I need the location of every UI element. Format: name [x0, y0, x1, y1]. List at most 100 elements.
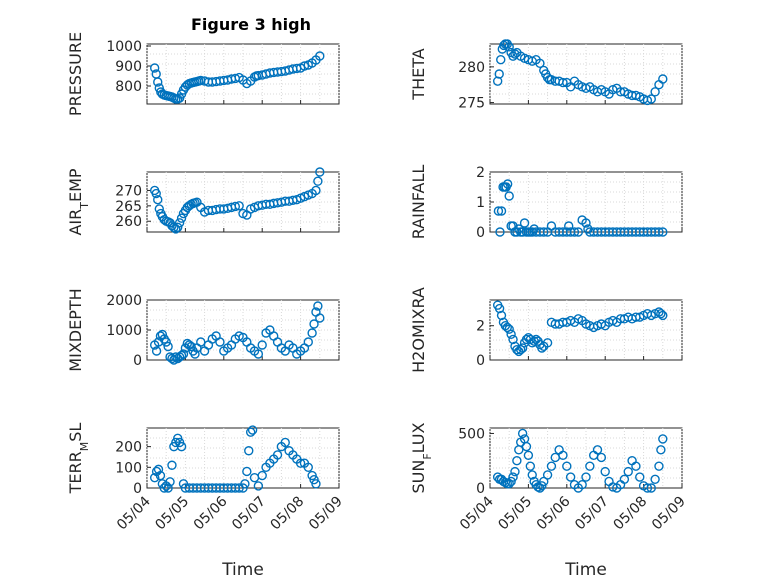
- data-point: [240, 479, 250, 489]
- data-point: [311, 185, 321, 196]
- data-point: [646, 483, 656, 493]
- x-tick-label: 05/05: [495, 494, 535, 534]
- data-point: [581, 472, 591, 482]
- y-tick-label: 0: [476, 353, 485, 369]
- data-point: [558, 77, 568, 88]
- y-axis-label: SUNFLUX: [409, 422, 434, 493]
- series-markers: [149, 167, 325, 234]
- data-point: [619, 474, 630, 484]
- y-axis-label: RAINFALL: [409, 165, 428, 240]
- data-point: [153, 194, 163, 205]
- data-point: [247, 425, 258, 435]
- data-point: [153, 464, 164, 475]
- data-point: [496, 206, 507, 216]
- y-tick-label: 2000: [106, 293, 142, 309]
- data-point: [494, 69, 504, 79]
- data-point: [245, 427, 256, 437]
- data-point: [646, 94, 656, 104]
- y-tick-label: 1000: [106, 323, 142, 339]
- data-point: [539, 227, 549, 237]
- data-point: [313, 301, 323, 311]
- data-point: [569, 227, 580, 237]
- data-point: [508, 334, 518, 345]
- data-point: [542, 338, 553, 348]
- data-point: [600, 466, 610, 477]
- panel-mixdepth: 0 1000 2000 MIXDEPTH: [66, 288, 340, 372]
- data-point: [303, 462, 313, 473]
- x-tick-label: 05/09: [649, 494, 689, 534]
- data-point: [176, 213, 187, 223]
- y-tick-label: 800: [115, 79, 142, 95]
- grid-lines: [146, 172, 340, 232]
- data-point: [502, 179, 513, 189]
- data-point: [186, 341, 196, 352]
- data-point: [508, 472, 518, 482]
- x-tick-label: 05/04: [114, 493, 154, 533]
- data-point: [257, 470, 267, 481]
- data-point: [315, 167, 325, 177]
- y-axis-label: MIXDEPTH: [66, 288, 85, 371]
- y-axis-label: AIRTEMP: [66, 168, 91, 235]
- data-point: [542, 470, 553, 480]
- data-point: [502, 322, 512, 333]
- data-point: [506, 329, 516, 339]
- data-point: [537, 343, 547, 353]
- panel-theta: 275 280 THETA: [409, 39, 683, 112]
- data-point: [565, 472, 576, 482]
- series-markers: [149, 301, 325, 365]
- data-point: [311, 479, 321, 489]
- x-axis-label: Time: [564, 560, 607, 580]
- x-tick-label: 05/07: [229, 494, 269, 534]
- data-point: [167, 460, 177, 470]
- data-point: [272, 450, 283, 460]
- y-tick-label: 0: [133, 481, 142, 497]
- x-tick-label: 05/08: [611, 494, 651, 534]
- y-tick-label: 0: [476, 481, 485, 497]
- data-point: [504, 42, 514, 52]
- data-point: [257, 340, 267, 350]
- y-tick-label: 100: [115, 460, 142, 476]
- data-point: [315, 51, 325, 61]
- data-point: [537, 481, 547, 491]
- data-point: [190, 349, 200, 359]
- y-tick-label: 265: [115, 199, 142, 215]
- x-tick-label: 05/05: [152, 494, 192, 534]
- data-point: [151, 188, 161, 199]
- data-point: [280, 437, 290, 448]
- data-point: [303, 337, 313, 347]
- data-point: [512, 345, 522, 355]
- y-tick-label: 2: [476, 165, 485, 181]
- data-point: [658, 227, 668, 237]
- data-point: [495, 227, 505, 237]
- data-point: [596, 452, 607, 463]
- data-point: [496, 55, 506, 65]
- data-point: [623, 466, 633, 477]
- data-point: [253, 349, 264, 359]
- x-tick-label: 05/06: [191, 493, 231, 533]
- data-point: [658, 434, 668, 444]
- data-point: [650, 87, 660, 97]
- y-tick-label: 200: [115, 440, 142, 456]
- series-markers: [492, 428, 668, 493]
- y-tick-label: 270: [115, 183, 142, 199]
- series-markers: [492, 300, 668, 357]
- series-markers: [493, 179, 668, 237]
- data-point: [658, 310, 668, 321]
- data-point: [165, 477, 175, 487]
- series-markers: [149, 51, 325, 104]
- data-point: [176, 350, 187, 361]
- data-point: [517, 343, 528, 353]
- data-point: [149, 472, 160, 483]
- data-point: [573, 227, 584, 237]
- data-point: [564, 221, 574, 231]
- x-axis-label: Time: [221, 560, 264, 580]
- data-point: [546, 461, 557, 471]
- y-tick-label: 0: [133, 353, 142, 369]
- y-axis-label: THETA: [409, 48, 428, 100]
- y-tick-label: 280: [458, 60, 485, 76]
- data-point: [592, 445, 603, 455]
- series-markers: [149, 425, 321, 493]
- y-tick-label: 275: [458, 96, 485, 112]
